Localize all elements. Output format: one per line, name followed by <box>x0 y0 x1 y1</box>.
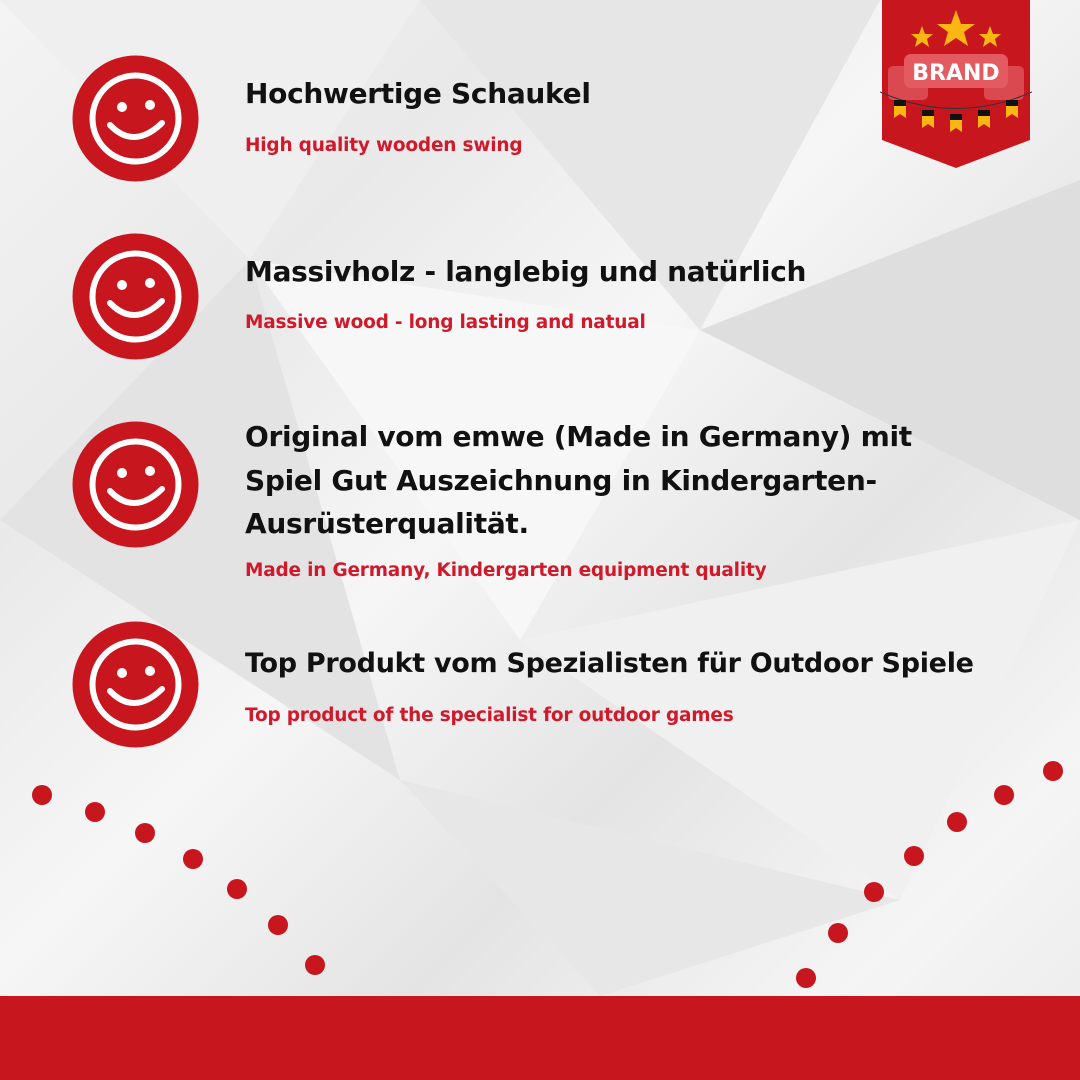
feature-title-line: Ausrüsterqualität. <box>245 507 529 540</box>
feature-subtitle: Made in Germany, Kindergarten equipment … <box>245 560 767 581</box>
feature-subtitle: High quality wooden swing <box>245 135 523 156</box>
feature-title-line: Original vom emwe (Made in Germany) mit <box>245 420 912 453</box>
smiley-icon <box>72 55 199 182</box>
smiley-icon <box>72 421 199 548</box>
brand-badge: BRAND <box>880 0 1032 168</box>
footer-band <box>0 996 1080 1080</box>
feature-subtitle: Massive wood - long lasting and natual <box>245 312 646 333</box>
feature-title-line: Spiel Gut Auszeichnung in Kindergarten- <box>245 464 877 497</box>
feature-title: Hochwertige Schaukel <box>245 77 591 110</box>
svg-text:BRAND: BRAND <box>912 61 999 86</box>
smiley-icon <box>72 233 199 360</box>
feature-title: Top Produkt vom Spezialisten für Outdoor… <box>245 648 974 679</box>
feature-title: Massivholz - langlebig und natürlich <box>245 255 807 288</box>
feature-subtitle: Top product of the specialist for outdoo… <box>245 705 734 726</box>
smiley-icon <box>72 621 199 748</box>
